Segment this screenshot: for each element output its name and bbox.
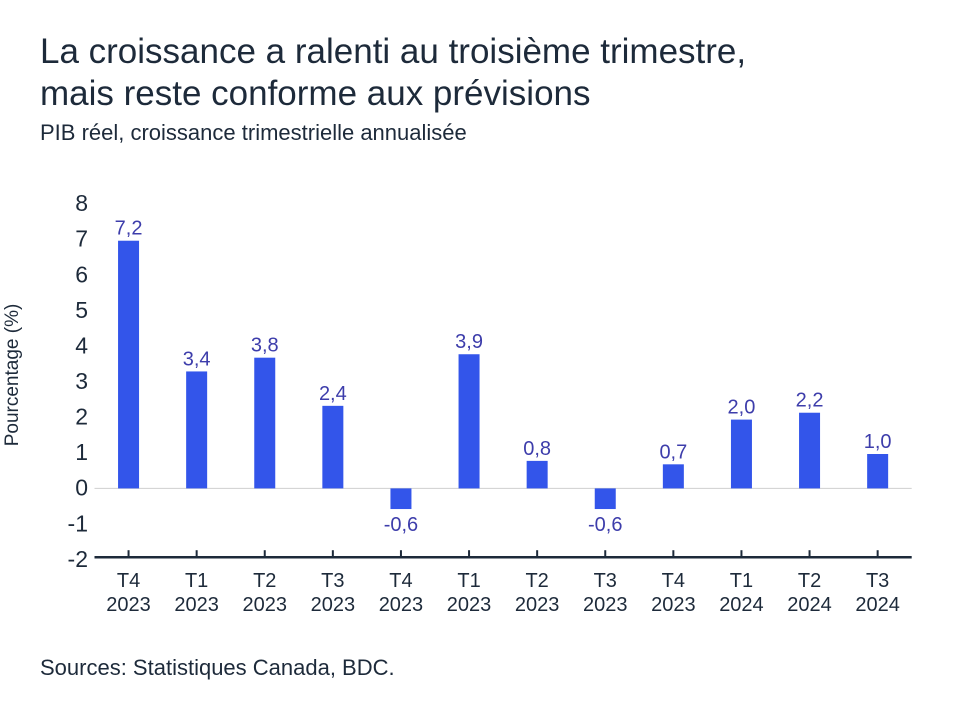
- svg-text:3,9: 3,9: [455, 331, 483, 353]
- svg-text:5: 5: [75, 297, 88, 323]
- svg-text:T3: T3: [321, 570, 344, 592]
- svg-text:2024: 2024: [719, 594, 764, 616]
- svg-text:2023: 2023: [311, 594, 356, 616]
- svg-text:4: 4: [75, 332, 88, 358]
- svg-text:2023: 2023: [174, 594, 219, 616]
- svg-text:2024: 2024: [787, 594, 832, 616]
- svg-text:2023: 2023: [379, 594, 424, 616]
- svg-text:0: 0: [75, 475, 88, 501]
- svg-text:T1: T1: [730, 570, 753, 592]
- svg-text:3,8: 3,8: [251, 335, 279, 357]
- svg-text:-0,6: -0,6: [588, 514, 622, 536]
- svg-text:T2: T2: [798, 570, 821, 592]
- svg-text:3,4: 3,4: [183, 348, 211, 370]
- svg-text:-0,6: -0,6: [384, 514, 418, 536]
- svg-text:8: 8: [75, 195, 88, 216]
- svg-text:0,8: 0,8: [523, 438, 551, 460]
- svg-text:2,0: 2,0: [728, 397, 756, 419]
- svg-text:T3: T3: [866, 570, 889, 592]
- svg-text:1: 1: [75, 439, 88, 465]
- svg-text:2023: 2023: [583, 594, 628, 616]
- svg-text:7: 7: [75, 226, 88, 252]
- svg-text:2023: 2023: [651, 594, 696, 616]
- svg-text:-2: -2: [68, 546, 88, 572]
- svg-text:T2: T2: [253, 570, 276, 592]
- svg-text:2023: 2023: [447, 594, 492, 616]
- svg-text:T3: T3: [594, 570, 617, 592]
- svg-text:T4: T4: [389, 570, 412, 592]
- svg-text:7,2: 7,2: [115, 218, 143, 240]
- svg-text:2023: 2023: [106, 594, 151, 616]
- svg-text:T1: T1: [185, 570, 208, 592]
- svg-text:1,0: 1,0: [864, 431, 892, 453]
- svg-text:2024: 2024: [855, 594, 900, 616]
- svg-text:Pourcentage (%): Pourcentage (%): [2, 304, 23, 447]
- svg-text:6: 6: [75, 261, 88, 287]
- svg-text:T2: T2: [525, 570, 548, 592]
- svg-text:2: 2: [75, 404, 88, 430]
- svg-text:T1: T1: [457, 570, 480, 592]
- svg-text:2,2: 2,2: [796, 390, 824, 412]
- svg-text:T4: T4: [117, 570, 140, 592]
- svg-text:2023: 2023: [243, 594, 288, 616]
- svg-text:0,7: 0,7: [659, 441, 687, 463]
- svg-text:2023: 2023: [515, 594, 560, 616]
- svg-text:T4: T4: [662, 570, 685, 592]
- svg-text:-1: -1: [68, 510, 88, 536]
- svg-text:3: 3: [75, 368, 88, 394]
- svg-text:2,4: 2,4: [319, 383, 347, 405]
